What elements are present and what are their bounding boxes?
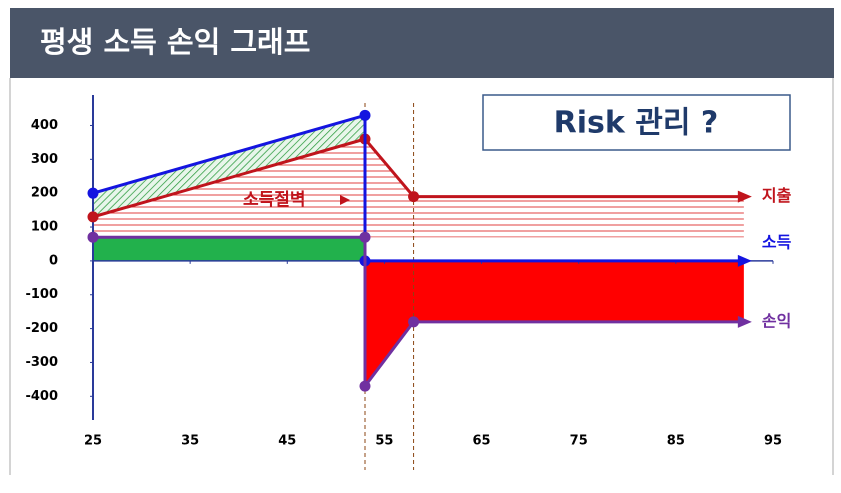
point-marker [87, 211, 99, 223]
x-tick-label: 55 [375, 434, 393, 449]
legend-label: 지출 [762, 186, 792, 205]
point-marker [408, 316, 420, 328]
annotation: 소득절벽 [243, 189, 306, 210]
point-marker [359, 231, 371, 243]
y-tick-label: 0 [49, 253, 58, 268]
x-tick-label: 95 [764, 434, 782, 449]
y-tick-label: -400 [25, 389, 58, 404]
arrow-marker [737, 254, 752, 267]
header [10, 8, 834, 78]
y-tick-label: 300 [31, 152, 58, 167]
y-tick-label: -100 [25, 287, 58, 302]
y-tick-label: 400 [31, 118, 58, 133]
x-tick-label: 35 [181, 434, 199, 449]
y-tick-label: -300 [25, 355, 58, 370]
area-fill [93, 237, 365, 261]
series-line [92, 137, 744, 219]
y-tick-label: 200 [31, 186, 58, 201]
x-tick-label: 75 [570, 434, 588, 449]
title: 평생 소득 손익 그래프 [40, 25, 310, 59]
point-marker [359, 109, 371, 121]
x-tick-label: 45 [278, 434, 296, 449]
callout-box [482, 94, 791, 151]
x-tick-label: 25 [84, 434, 102, 449]
x-tick-label: 65 [473, 434, 491, 449]
legend-label: 손익 [762, 311, 791, 330]
area-fill [93, 115, 365, 217]
point-marker [87, 231, 99, 243]
y-tick-label: 100 [31, 220, 58, 235]
series-line [92, 113, 744, 263]
x-tick-label: 85 [667, 434, 685, 449]
area-fill [365, 260, 744, 387]
arrow-marker [737, 190, 752, 203]
y-tick-label: -200 [25, 321, 58, 336]
callout: Risk 관리 ? [554, 106, 719, 141]
point-marker [408, 191, 420, 203]
legend-label: 소득 [762, 232, 792, 251]
point-marker [359, 380, 371, 392]
arrow-marker [737, 315, 752, 328]
point-marker [87, 187, 99, 199]
area-fill [93, 139, 744, 238]
annotation-arrow [340, 195, 350, 205]
